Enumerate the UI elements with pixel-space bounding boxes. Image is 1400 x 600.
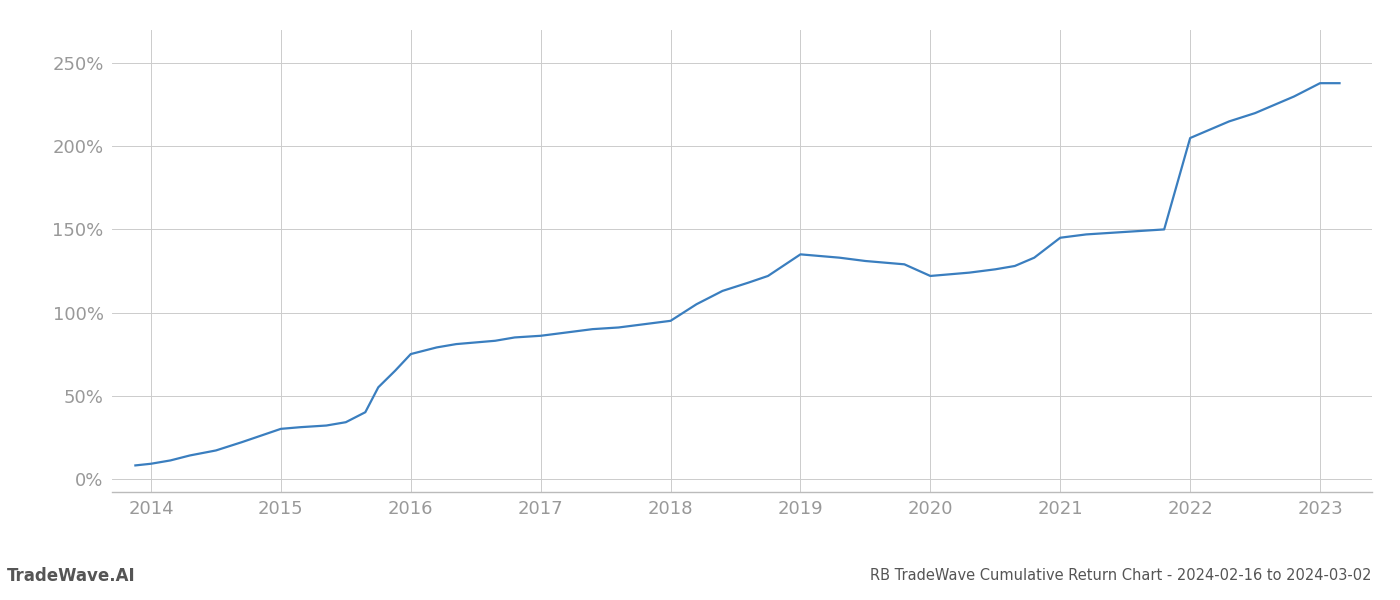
Text: TradeWave.AI: TradeWave.AI	[7, 567, 136, 585]
Text: RB TradeWave Cumulative Return Chart - 2024-02-16 to 2024-03-02: RB TradeWave Cumulative Return Chart - 2…	[871, 569, 1372, 583]
